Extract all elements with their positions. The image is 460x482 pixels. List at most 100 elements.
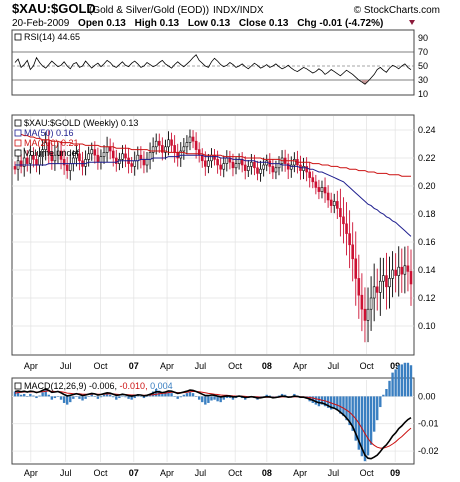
x-tick-label: Apr — [293, 468, 307, 478]
price-candle-body — [32, 154, 35, 160]
price-candle-body — [191, 136, 195, 142]
macd-hist-bar — [72, 396, 75, 399]
macd-hist-bar — [173, 396, 176, 397]
price-candle-body — [262, 164, 265, 170]
price-candle-body — [210, 154, 213, 162]
macd-hist-bar — [136, 395, 139, 397]
macd-hist-bar — [93, 396, 97, 397]
chart-description-text: (Gold & Silver/Gold (EOD)) — [89, 5, 209, 16]
macd-hist-bar — [161, 393, 164, 397]
macd-hist-bar — [197, 396, 201, 400]
x-tick-label: Apr — [160, 468, 174, 478]
price-candle-body — [142, 159, 146, 166]
quote-change: Chg -0.01 (-4.72%) — [297, 18, 383, 29]
price-grid — [12, 116, 414, 354]
macd-tick-label: -0.02 — [418, 446, 439, 456]
macd-hist-bar — [47, 394, 50, 397]
price-candle-body — [213, 154, 216, 160]
macd-hist-bar — [394, 369, 397, 397]
x-tick-label: 08 — [262, 361, 272, 371]
macd-hist-bar — [391, 372, 394, 397]
price-candle-body — [231, 161, 235, 169]
macd-hist-bar — [382, 394, 385, 397]
price-legend-swatch — [14, 149, 22, 157]
price-candle-body — [354, 258, 358, 279]
price-candle-body — [360, 294, 364, 310]
macd-hist-bar — [59, 396, 63, 400]
price-candle-body — [385, 275, 388, 288]
macd-hist-bar — [403, 362, 407, 397]
price-candle-body — [96, 154, 100, 163]
macd-hist-bar — [176, 396, 179, 399]
macd-hist-bar — [90, 393, 93, 397]
price-candle-body — [25, 157, 29, 164]
macd-hist-bar — [385, 389, 388, 397]
macd-hist-bar — [185, 393, 189, 397]
rsi-tick-label: 50 — [418, 61, 428, 71]
macd-hist-bar — [23, 393, 26, 397]
price-candle-body — [400, 266, 404, 275]
macd-legend-entry: -0.010, — [120, 381, 151, 391]
price-candle-body — [363, 308, 367, 321]
macd-hist-bar — [124, 396, 127, 398]
macd-hist-bar — [265, 394, 268, 397]
macd-hist-bar — [151, 391, 155, 397]
price-candle-body — [53, 154, 57, 162]
x-tick-label: Apr — [160, 361, 174, 371]
macd-hist-bar — [105, 393, 109, 397]
price-candle-body — [13, 166, 17, 170]
price-candle-body — [145, 159, 149, 166]
x-tick-label: 09 — [390, 361, 400, 371]
price-candle-body — [108, 146, 112, 152]
price-candle-body — [99, 156, 103, 163]
price-candle-body — [332, 201, 336, 206]
price-candle-body — [259, 168, 262, 174]
price-candle-body — [409, 271, 413, 285]
macd-hist-bar — [228, 396, 232, 399]
rsi-panel-frame — [11, 29, 415, 96]
macd-hist-bar — [210, 396, 213, 401]
rsi-fills — [361, 80, 368, 85]
macd-hist-bar — [130, 396, 133, 400]
x-tick-label: Oct — [94, 468, 109, 478]
macd-hist-bar — [164, 393, 167, 397]
macd-histogram — [13, 362, 413, 462]
price-candle-body — [115, 157, 118, 164]
macd-hist-bar — [41, 392, 44, 397]
macd-panel-frame — [11, 377, 415, 465]
macd-hist-bar — [56, 396, 60, 397]
macd-hist-bar — [397, 365, 400, 397]
price-panel: 0.10 0.12 0.14 0.16 0.18 0.20 0.22 0.24 $XAU:$G… — [11, 114, 436, 371]
macd-hist-bar — [65, 396, 69, 405]
macd-hist-bar — [115, 396, 118, 400]
macd-hist-bar — [360, 396, 364, 457]
macd-hist-bar — [372, 396, 376, 432]
macd-hist-bar — [38, 395, 41, 397]
rsi-legend: RSI(14) 44.65 — [24, 32, 80, 42]
price-candle-body — [44, 142, 47, 150]
macd-hist-bar — [75, 396, 78, 397]
x-tick-label: Jul — [328, 361, 340, 371]
price-candle-body — [351, 244, 354, 260]
price-candle-body — [305, 166, 308, 173]
macd-hist-bar — [216, 396, 219, 402]
price-candle-body — [157, 140, 161, 146]
price-candle-body — [111, 150, 115, 159]
macd-hist-bar — [207, 396, 210, 403]
macd-hist-bar — [19, 394, 23, 397]
x-tick-label: Oct — [228, 361, 243, 371]
macd-hist-bar — [179, 396, 182, 398]
price-candle-body — [394, 269, 397, 276]
macd-hist-bar — [133, 396, 136, 399]
macd-hist-bar — [314, 396, 318, 405]
price-candle-body — [19, 160, 23, 167]
price-candle-body — [225, 157, 229, 164]
price-candle-body — [170, 139, 173, 146]
price-candle-body — [345, 223, 348, 234]
price-candle-body — [250, 161, 253, 167]
price-legend-entry: Volume undef — [24, 148, 80, 158]
price-candle-body — [302, 166, 305, 171]
macd-hist-bar — [204, 396, 207, 405]
macd-hist-bar — [32, 395, 35, 397]
